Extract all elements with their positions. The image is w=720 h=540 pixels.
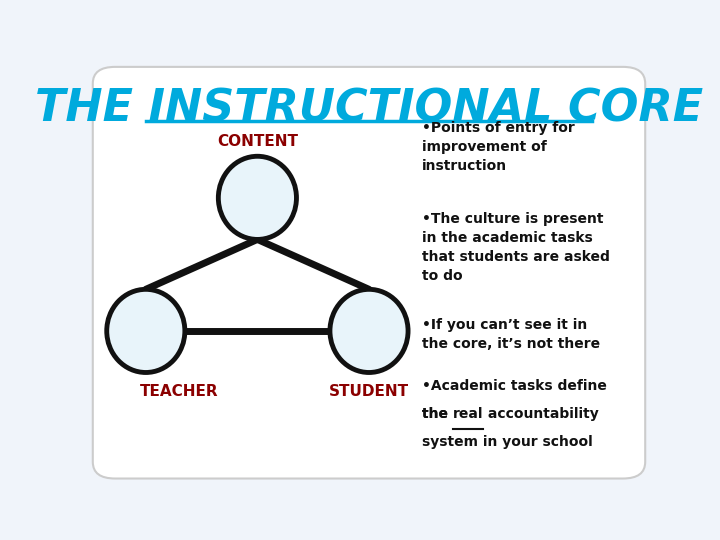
Text: accountability: accountability	[483, 407, 599, 421]
Text: system in your school: system in your school	[422, 435, 593, 449]
Text: TEACHER: TEACHER	[140, 384, 219, 399]
Text: •Points of entry for
improvement of
instruction: •Points of entry for improvement of inst…	[422, 121, 575, 173]
Text: THE INSTRUCTIONAL CORE: THE INSTRUCTIONAL CORE	[35, 87, 703, 131]
Ellipse shape	[107, 289, 185, 373]
Ellipse shape	[330, 289, 408, 373]
Text: CONTENT: CONTENT	[217, 134, 298, 149]
Text: •The culture is present
in the academic tasks
that students are asked
to do: •The culture is present in the academic …	[422, 212, 610, 284]
Text: the: the	[422, 407, 453, 421]
FancyBboxPatch shape	[93, 67, 645, 478]
Text: •If you can’t see it in
the core, it’s not there: •If you can’t see it in the core, it’s n…	[422, 319, 600, 352]
Text: •Academic tasks define: •Academic tasks define	[422, 379, 607, 393]
Text: real: real	[453, 407, 483, 421]
Text: the: the	[422, 407, 453, 421]
Text: STUDENT: STUDENT	[329, 384, 409, 399]
Ellipse shape	[218, 156, 297, 239]
